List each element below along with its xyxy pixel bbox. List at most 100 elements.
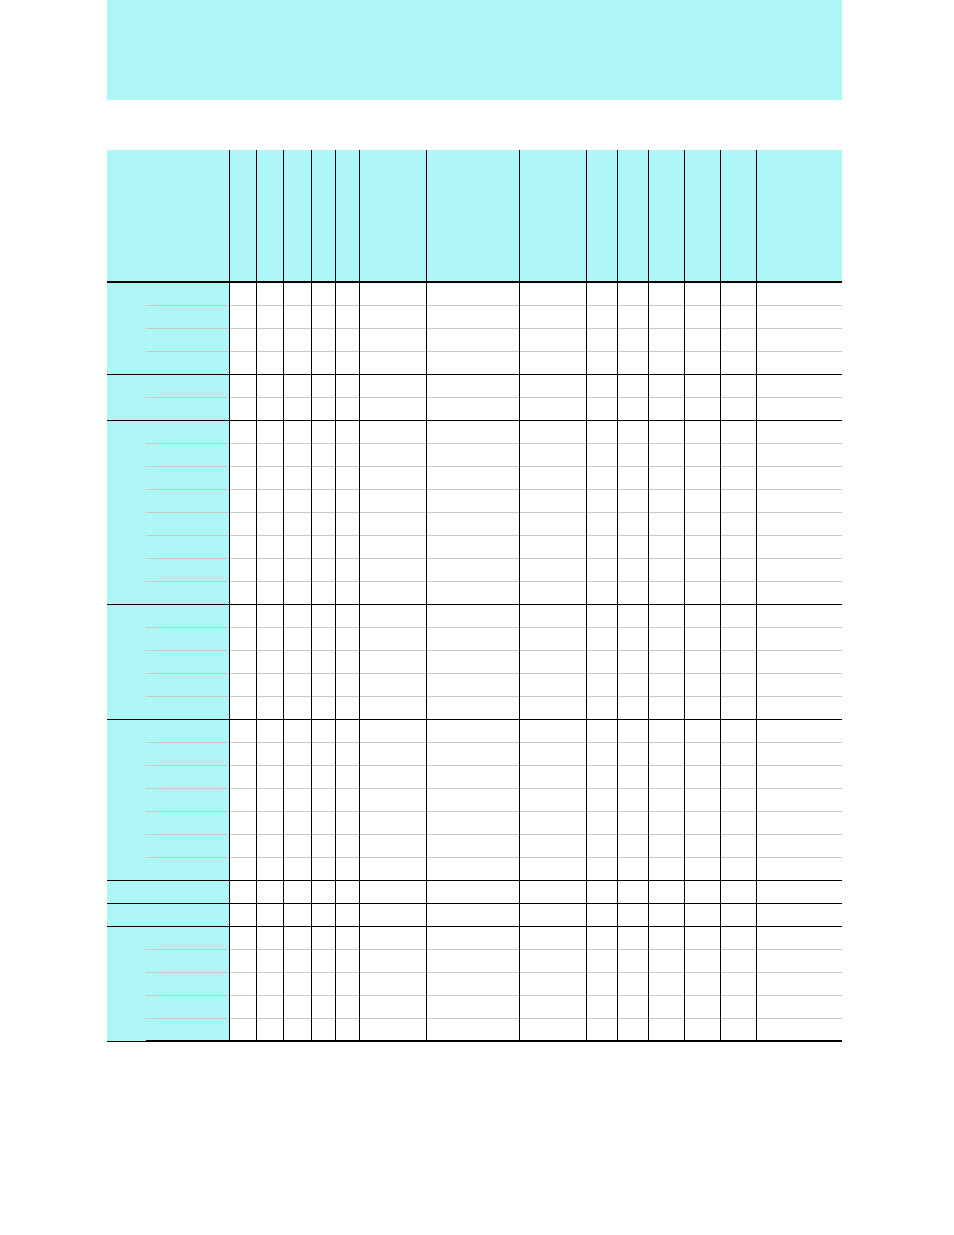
row-group-label — [107, 374, 146, 420]
data-cell — [256, 972, 283, 995]
data-cell — [256, 995, 283, 1018]
data-cell — [586, 581, 617, 604]
data-cell — [229, 650, 256, 673]
data-cell — [648, 420, 684, 443]
data-cell — [756, 811, 842, 834]
data-cell — [359, 696, 426, 719]
data-cell — [684, 880, 720, 903]
data-cell — [311, 765, 335, 788]
data-cell — [335, 282, 359, 305]
data-cell — [720, 305, 756, 328]
data-cell — [519, 374, 586, 397]
data-cell — [256, 1018, 283, 1041]
data-cell — [684, 581, 720, 604]
data-cell — [756, 880, 842, 903]
data-cell — [519, 420, 586, 443]
data-cell — [617, 466, 648, 489]
data-cell — [756, 466, 842, 489]
data-cell — [283, 512, 311, 535]
data-cell — [256, 604, 283, 627]
data-cell — [519, 650, 586, 673]
data-cell — [648, 788, 684, 811]
data-cell — [283, 742, 311, 765]
data-cell — [335, 305, 359, 328]
data-cell — [335, 972, 359, 995]
data-cell — [335, 834, 359, 857]
data-cell — [617, 328, 648, 351]
data-cell — [720, 466, 756, 489]
data-cell — [648, 466, 684, 489]
data-cell — [359, 374, 426, 397]
data-cell — [359, 995, 426, 1018]
data-cell — [586, 282, 617, 305]
data-cell — [359, 351, 426, 374]
data-cell — [586, 995, 617, 1018]
data-cell — [519, 673, 586, 696]
data-cell — [229, 397, 256, 420]
data-cell — [720, 512, 756, 535]
row-label-cell — [146, 972, 229, 995]
data-cell — [311, 581, 335, 604]
data-cell — [648, 742, 684, 765]
data-cell — [586, 305, 617, 328]
column-header-c5 — [335, 150, 359, 282]
data-cell — [359, 604, 426, 627]
row-group-label — [107, 282, 146, 374]
data-cell — [311, 719, 335, 742]
data-cell — [311, 742, 335, 765]
data-cell — [648, 489, 684, 512]
data-cell — [684, 282, 720, 305]
data-cell — [756, 420, 842, 443]
data-cell — [283, 374, 311, 397]
data-cell — [229, 903, 256, 926]
data-cell — [519, 489, 586, 512]
data-cell — [426, 1018, 519, 1041]
data-cell — [720, 857, 756, 880]
row-label-cell — [146, 696, 229, 719]
data-cell — [311, 673, 335, 696]
data-cell — [720, 627, 756, 650]
data-cell — [256, 397, 283, 420]
data-cell — [684, 903, 720, 926]
data-cell — [359, 673, 426, 696]
data-cell — [617, 558, 648, 581]
data-cell — [256, 857, 283, 880]
data-cell — [229, 374, 256, 397]
data-cell — [229, 466, 256, 489]
data-cell — [229, 926, 256, 949]
data-cell — [720, 834, 756, 857]
data-cell — [756, 512, 842, 535]
column-header-c12 — [684, 150, 720, 282]
data-cell — [426, 903, 519, 926]
data-cell — [720, 972, 756, 995]
data-cell — [311, 604, 335, 627]
data-cell — [648, 374, 684, 397]
data-cell — [426, 765, 519, 788]
data-cell — [311, 374, 335, 397]
row-label-cell — [146, 351, 229, 374]
data-cell — [617, 535, 648, 558]
data-cell — [311, 282, 335, 305]
data-cell — [617, 719, 648, 742]
data-cell — [648, 604, 684, 627]
data-cell — [229, 765, 256, 788]
data-cell — [311, 397, 335, 420]
row-label-cell — [146, 949, 229, 972]
row-group-label — [107, 903, 146, 926]
data-cell — [648, 558, 684, 581]
column-header-c13 — [720, 150, 756, 282]
data-cell — [684, 466, 720, 489]
column-header-c11 — [648, 150, 684, 282]
data-cell — [256, 742, 283, 765]
data-cell — [256, 811, 283, 834]
data-cell — [283, 420, 311, 443]
data-cell — [519, 719, 586, 742]
data-cell — [586, 742, 617, 765]
data-cell — [720, 719, 756, 742]
data-cell — [720, 558, 756, 581]
data-cell — [283, 788, 311, 811]
data-cell — [311, 834, 335, 857]
data-cell — [720, 351, 756, 374]
data-cell — [684, 328, 720, 351]
data-cell — [335, 949, 359, 972]
